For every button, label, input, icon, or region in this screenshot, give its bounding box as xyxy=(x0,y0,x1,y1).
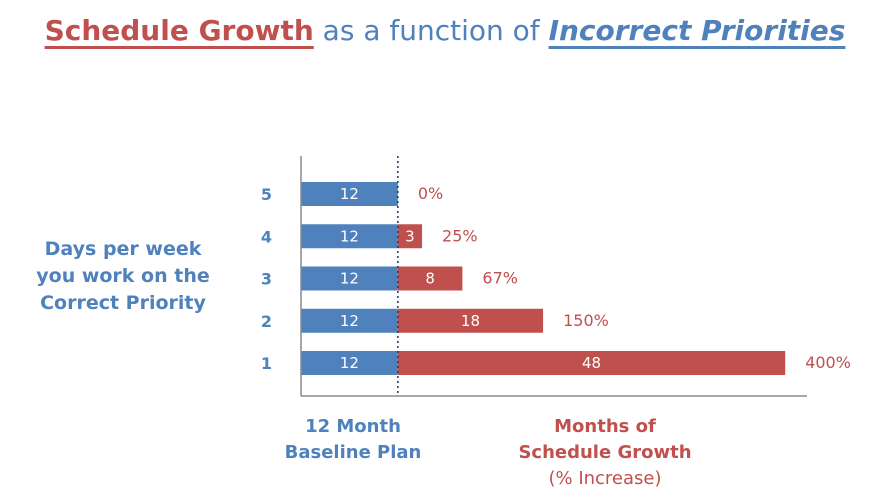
y-axis-label-line: you work on the xyxy=(36,265,210,287)
y-tick-label: 4 xyxy=(261,227,272,246)
title-incorrect-priorities: Incorrect Priorities xyxy=(548,14,846,47)
y-tick-label: 1 xyxy=(261,354,272,373)
growth-bar xyxy=(397,224,423,249)
percent-label: 400% xyxy=(805,353,851,372)
growth-bar-label: 3 xyxy=(405,227,415,245)
growth-bar-label: 8 xyxy=(425,270,435,288)
title-schedule-growth: Schedule Growth xyxy=(44,14,314,47)
growth-label-line: Months of xyxy=(554,416,656,437)
baseline-bar-label: 12 xyxy=(340,354,359,372)
baseline-bar xyxy=(301,266,398,291)
y-axis-label-line: Correct Priority xyxy=(40,292,206,314)
baseline-bar xyxy=(301,351,398,375)
y-tick-label: 2 xyxy=(261,312,272,331)
percent-label: 0% xyxy=(418,184,443,203)
y-axis-label-line: Days per week xyxy=(44,238,202,260)
percent-label: 150% xyxy=(563,311,609,330)
baseline-plan-label: 12 Month Baseline Plan xyxy=(268,414,438,466)
baseline-bar xyxy=(301,182,398,206)
y-tick-label: 3 xyxy=(261,270,272,289)
growth-bar xyxy=(397,308,544,333)
baseline-bar-label: 12 xyxy=(340,312,359,330)
baseline-bar-label: 12 xyxy=(340,270,359,288)
y-tick-label: 5 xyxy=(261,185,272,204)
percent-label: 67% xyxy=(482,269,518,288)
percent-label: 25% xyxy=(442,226,478,245)
growth-bar-label: 48 xyxy=(582,354,601,372)
baseline-bar-label: 12 xyxy=(340,185,359,203)
baseline-label-line: Baseline Plan xyxy=(284,442,422,463)
baseline-bar xyxy=(301,224,398,249)
title-connector: as a function of xyxy=(313,14,549,47)
schedule-growth-label: Months of Schedule Growth (% Increase) xyxy=(490,414,720,492)
chart-title: Schedule Growth as a function of Incorre… xyxy=(0,14,890,47)
baseline-bar xyxy=(301,308,398,333)
baseline-bar-label: 12 xyxy=(340,227,359,245)
growth-bar xyxy=(397,351,786,375)
y-axis-label: Days per week you work on the Correct Pr… xyxy=(12,236,234,317)
growth-label-line: Schedule Growth xyxy=(518,442,692,463)
growth-bar-label: 18 xyxy=(461,312,480,330)
baseline-label-line: 12 Month xyxy=(305,416,401,437)
growth-label-subline: (% Increase) xyxy=(548,468,662,489)
growth-bar xyxy=(397,266,463,291)
